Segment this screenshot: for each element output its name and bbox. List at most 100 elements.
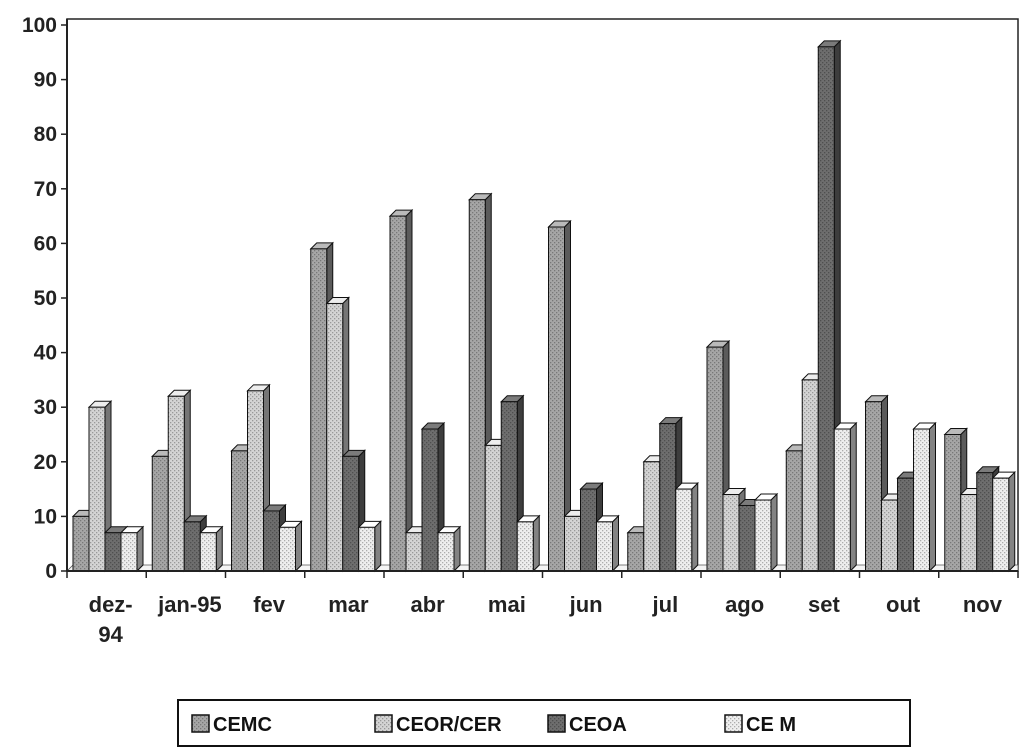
legend-label: CEOR/CER: [396, 714, 502, 736]
bar: [595, 514, 620, 573]
x-tick-label: set: [808, 592, 840, 617]
bar: [579, 481, 604, 573]
bar-side: [929, 421, 936, 573]
bar-texture: [865, 401, 882, 571]
bar: [436, 525, 462, 573]
bar-side: [612, 514, 619, 573]
bar-texture: [89, 407, 105, 571]
bar: [87, 399, 113, 573]
bar: [199, 525, 224, 573]
bars-group: [71, 39, 1016, 573]
bar-texture: [390, 216, 406, 571]
x-tick-label: jun: [569, 592, 603, 617]
bar-texture: [231, 450, 248, 571]
bar-texture: [152, 456, 169, 571]
bar-texture: [596, 521, 613, 571]
bar-texture: [279, 527, 296, 571]
bar-texture: [786, 450, 803, 571]
y-tick-label: 20: [34, 451, 57, 474]
bar-texture: [944, 434, 961, 571]
bar-texture: [469, 199, 486, 571]
bar-texture: [992, 478, 1009, 571]
legend-entry: CEOA: [547, 714, 627, 736]
bar-texture: [485, 445, 502, 571]
bar-texture: [739, 505, 755, 571]
x-tick-label: mai: [488, 592, 526, 617]
bar-side: [215, 525, 223, 573]
bar-texture: [121, 532, 137, 571]
y-tick-label: 30: [34, 396, 57, 419]
bar-side: [1008, 470, 1016, 573]
bar-texture: [358, 527, 375, 571]
x-tick-label: jan-95: [157, 592, 222, 617]
bar-side: [374, 520, 382, 573]
legend-label: CE M: [746, 714, 796, 736]
legend-entry: CEOR/CER: [374, 714, 502, 736]
legend: CEMC CEOR/CER CEOA CE M: [177, 699, 911, 747]
bar-side: [770, 492, 778, 573]
bar-texture: [73, 516, 89, 571]
legend-box: [177, 699, 911, 747]
x-tick-label: mar: [328, 592, 369, 617]
bar-texture: [200, 532, 217, 571]
bar-texture: [802, 379, 819, 571]
x-tick-label: 94: [98, 622, 123, 647]
legend-swatch-texture: [548, 715, 565, 732]
legend-entry: CEMC: [191, 714, 272, 736]
bar-side: [295, 520, 302, 573]
bar: [912, 421, 937, 573]
bar-texture: [548, 227, 565, 571]
bar-texture: [897, 478, 914, 571]
bar-texture: [517, 521, 534, 571]
bar: [833, 421, 858, 573]
y-tick-label: 40: [34, 342, 57, 365]
y-tick-label: 0: [45, 560, 57, 583]
y-tick-label: 80: [34, 123, 57, 146]
x-tick-label: nov: [963, 592, 1003, 617]
x-tick-label: abr: [411, 592, 446, 617]
bar-texture: [627, 532, 644, 571]
bar: [357, 520, 382, 573]
bar-texture: [580, 489, 597, 571]
bar-side: [453, 525, 461, 573]
bar-texture: [834, 429, 851, 571]
bar: [547, 219, 572, 573]
bar-texture: [723, 494, 739, 571]
bar-texture: [659, 423, 676, 571]
legend-label: CEOA: [569, 714, 627, 736]
bar-texture: [707, 347, 723, 571]
bar: [753, 492, 779, 573]
bar-texture: [438, 532, 454, 571]
bar-texture: [643, 461, 660, 571]
bar-texture: [105, 532, 121, 571]
bar-texture: [168, 396, 185, 571]
bar: [468, 192, 493, 573]
bar-texture: [818, 46, 835, 571]
bar: [119, 525, 145, 573]
bar-texture: [247, 390, 264, 571]
bar-texture: [675, 489, 692, 571]
legend-swatch-texture: [192, 715, 209, 732]
y-tick-label: 50: [34, 287, 57, 310]
y-tick-label: 70: [34, 178, 57, 201]
x-tick-label: ago: [725, 592, 764, 617]
bar-texture: [184, 521, 201, 571]
bar: [167, 389, 192, 573]
bar-texture: [755, 500, 771, 571]
bar-texture: [326, 303, 343, 571]
x-tick-label: jul: [652, 592, 679, 617]
bar-texture: [422, 429, 438, 571]
legend-swatch-texture: [375, 715, 392, 732]
y-tick-label: 10: [34, 505, 57, 528]
bar-texture: [406, 532, 422, 571]
bar-texture: [881, 500, 898, 571]
bar: [991, 470, 1016, 573]
bar-texture: [913, 429, 930, 571]
bar: [278, 520, 303, 573]
bar-texture: [342, 456, 359, 571]
x-tick-label: dez-: [89, 592, 133, 617]
bar: [516, 514, 541, 573]
bar-texture: [564, 516, 581, 571]
y-tick-label: 60: [34, 232, 57, 255]
legend-label: CEMC: [213, 714, 272, 736]
